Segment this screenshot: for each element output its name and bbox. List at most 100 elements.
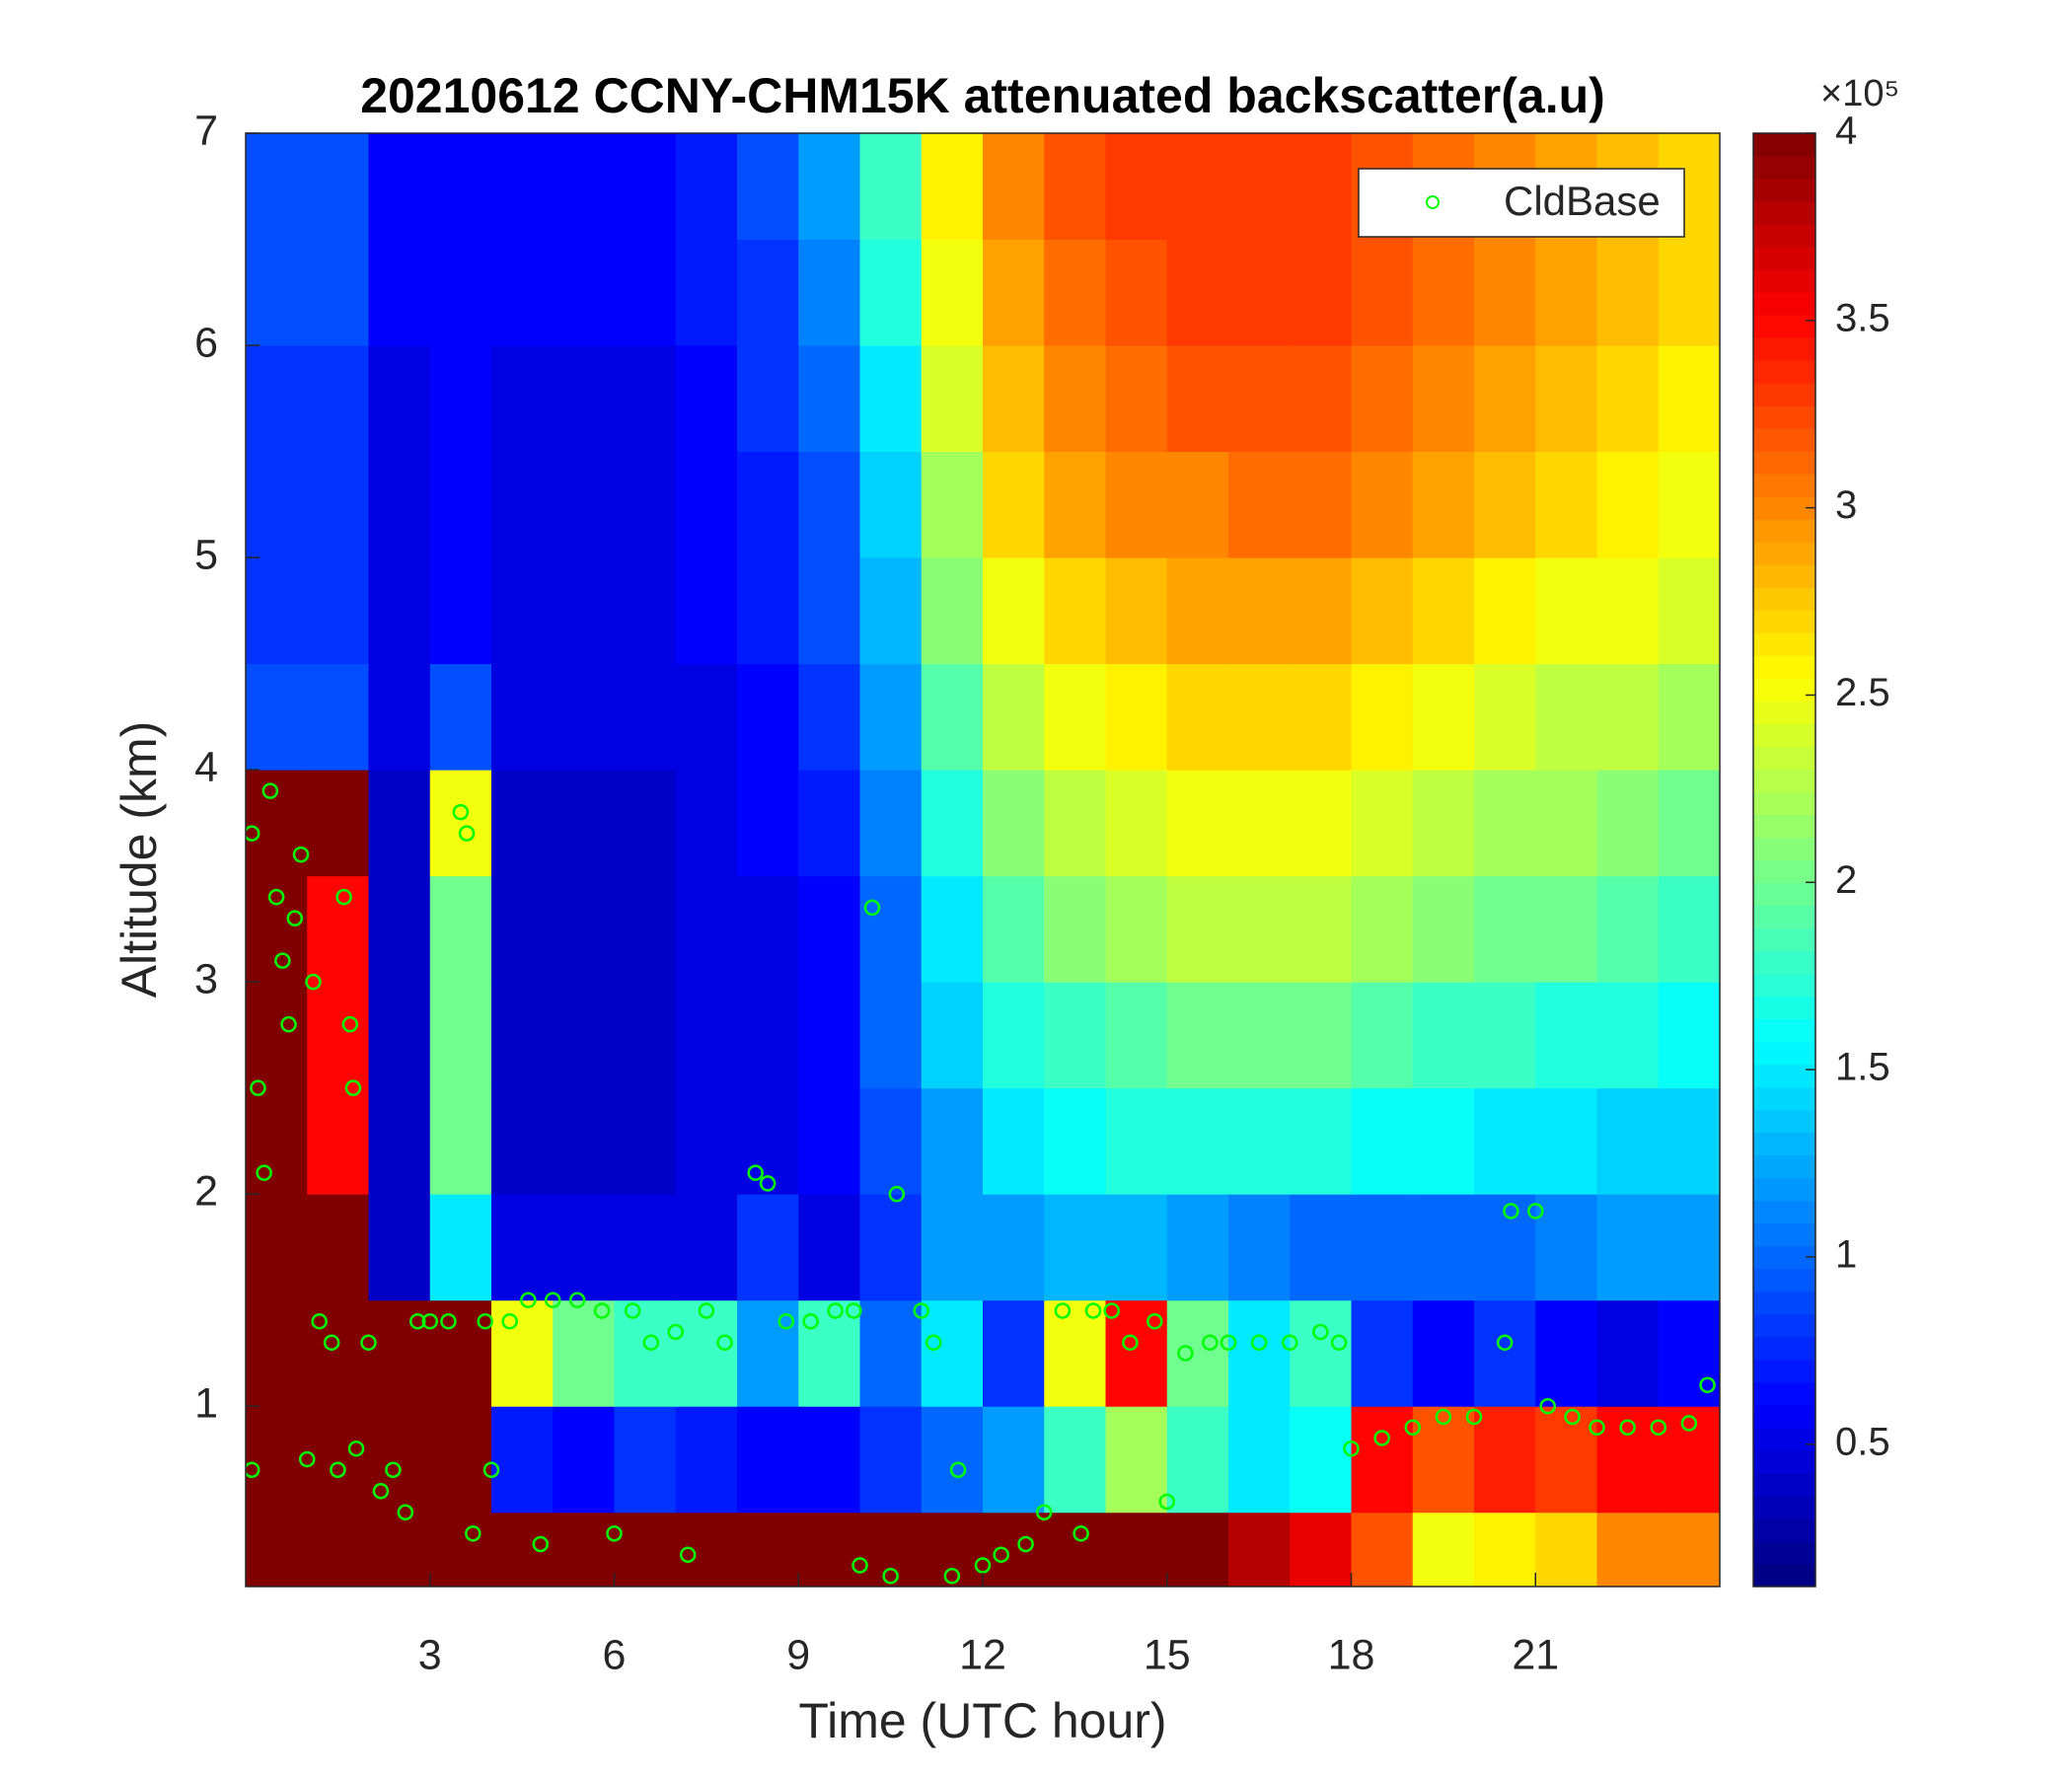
heatmap-cell [1166,1087,1229,1195]
heatmap-cell [983,239,1045,346]
colorbar-swatch [1753,1245,1815,1270]
cloud-base-point [1619,1419,1636,1436]
heatmap-cell [491,1087,554,1195]
heatmap-cell [1351,770,1414,877]
cloud-base-point [624,1302,641,1319]
cloud-base-point [335,888,352,906]
heatmap-cell [1228,663,1291,771]
heatmap-cell [1166,557,1229,665]
heatmap-cell [859,1299,923,1407]
heatmap-cell [429,557,492,665]
heatmap-cell [798,239,860,346]
heatmap-cell [1412,1087,1475,1195]
heatmap-cell [1166,982,1229,1089]
heatmap-cell [307,1406,369,1514]
cloud-base-point [1373,1430,1390,1446]
cloud-base-point [1404,1419,1421,1436]
heatmap-cell [1535,1299,1597,1407]
cloud-base-point [1465,1408,1483,1426]
heatmap-cell [1474,451,1536,558]
heatmap-cell [1166,451,1229,558]
heatmap-cell [1166,1512,1229,1587]
legend-box [1358,168,1685,238]
cloud-base-point [1496,1334,1514,1351]
heatmap-cell [368,239,431,346]
heatmap-cell [1474,239,1536,346]
cloud-base-point [360,1334,377,1351]
colorbar-swatch [1753,1313,1815,1338]
heatmap-cell [1228,133,1291,241]
cloud-base-point [777,1312,795,1330]
heatmap-cell [1166,1406,1229,1514]
colorbar-swatch [1753,292,1815,316]
heatmap-cell [1228,1512,1291,1587]
cloud-base-point [409,1312,426,1330]
heatmap-cell [614,133,677,241]
heatmap-cell [1351,982,1414,1089]
heatmap-cell [1105,1194,1168,1301]
heatmap-cell [1658,663,1720,771]
cloud-base-point [246,825,260,842]
heatmap-cell [1474,557,1536,665]
heatmap-cell [1044,239,1106,346]
colorbar-swatch [1753,769,1815,792]
heatmap-cell [307,1194,369,1301]
heatmap-cell [1474,345,1536,453]
colorbar-swatch [1753,269,1815,293]
heatmap-cell [1105,133,1168,241]
heatmap-cell [1535,770,1597,877]
heatmap-cell [737,239,799,346]
heatmap-cell [246,345,308,453]
y-tick-label: 1 [194,1380,218,1428]
heatmap-cell [737,770,799,877]
heatmap-cell [798,133,860,241]
cloud-base-point [888,1185,906,1203]
heatmap-cell [921,663,984,771]
heatmap-cell [859,133,923,241]
x-tick-label: 3 [418,1631,442,1678]
colorbar-swatch [1753,746,1815,770]
y-tick-label: 4 [194,743,218,790]
heatmap-cell [1044,1406,1106,1514]
cloud-base-point [851,1557,868,1574]
heatmap-cell [429,875,492,983]
cloud-base-point [385,1461,402,1478]
heatmap-cell [859,345,923,453]
heatmap-cell [1412,1299,1475,1407]
heatmap-cell [1474,770,1536,877]
heatmap-cell [368,345,431,453]
heatmap-cell [675,1194,738,1301]
heatmap-cell [368,1512,431,1587]
heatmap-cell [553,1194,615,1301]
heatmap-cell [1596,1087,1660,1195]
heatmap-cell [798,1406,860,1514]
colorbar-tick-label: 4 [1835,110,1857,153]
cloud-base-point [440,1312,457,1330]
heatmap-cell [1351,875,1414,983]
colorbar-swatch [1753,927,1815,952]
heatmap-cell [368,557,431,665]
cloud-base-point [882,1567,899,1585]
colorbar-swatch [1753,723,1815,747]
heatmap-cell [1535,663,1597,771]
heatmap-cell [737,875,799,983]
cloud-base-point [520,1292,537,1308]
cloud-base-point [1589,1419,1605,1436]
cloud-base-point [299,1450,316,1468]
heatmap-cell [307,239,369,346]
heatmap-cell [368,875,431,983]
colorbar-swatch [1753,1018,1815,1043]
heatmap-cell [1044,770,1106,877]
heatmap-cell [246,982,308,1089]
heatmap-cell [1351,1194,1414,1301]
heatmap-cell [1105,557,1168,665]
heatmap-cell [983,451,1045,558]
heatmap-cell [429,1299,492,1407]
cloud-base-point [482,1461,500,1478]
heatmap-cell [1044,451,1106,558]
heatmap-cell [675,875,738,983]
colorbar-swatch [1753,1449,1815,1474]
heatmap-cell [553,1087,615,1195]
heatmap-cell [1658,770,1720,877]
